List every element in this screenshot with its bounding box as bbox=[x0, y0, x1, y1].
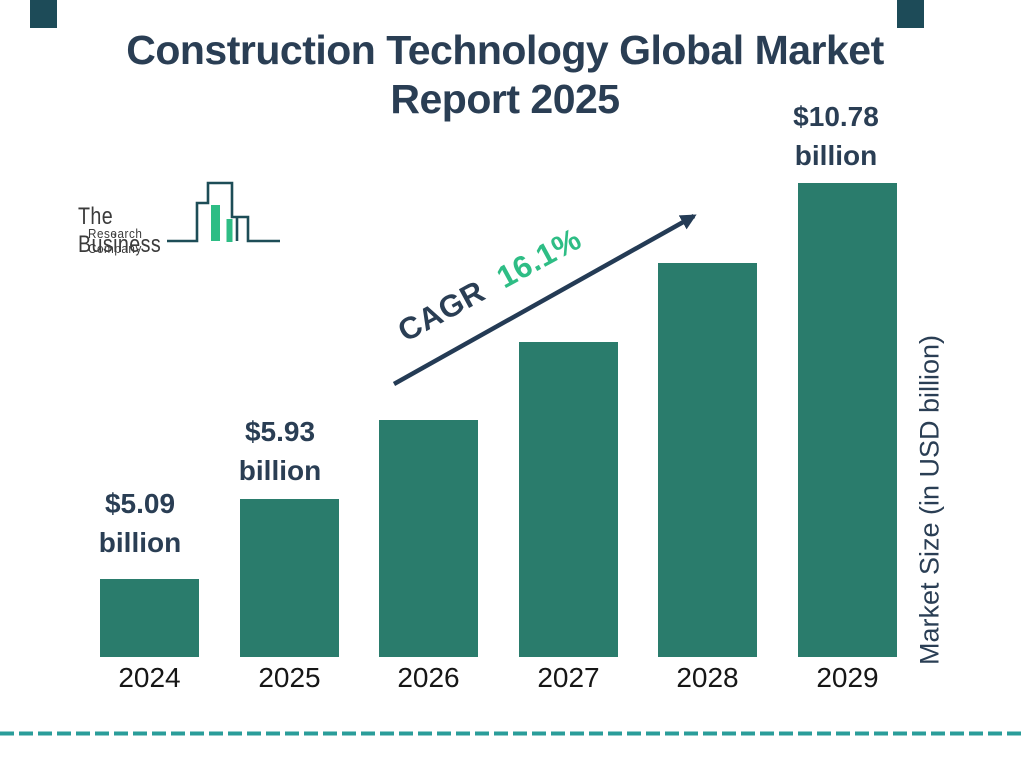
bar-2024 bbox=[100, 579, 199, 657]
logo-text-line2: Research Company bbox=[88, 226, 143, 256]
value-label-2025: $5.93 billion bbox=[195, 412, 365, 490]
value-amount-2025: $5.93 bbox=[244, 416, 316, 447]
x-tick-2025: 2025 bbox=[258, 662, 321, 693]
bar-2028 bbox=[658, 263, 757, 657]
y-axis-title: Market Size (in USD billion) bbox=[914, 334, 945, 666]
value-unit-2024: billion bbox=[98, 527, 182, 558]
bar-2025 bbox=[240, 499, 339, 657]
logo-text-line1: The Business bbox=[78, 203, 162, 258]
value-unit-2029: billion bbox=[794, 140, 878, 171]
x-tick-2027: 2027 bbox=[537, 662, 600, 693]
value-label-2029: $10.78 billion bbox=[751, 97, 921, 175]
x-tick-2029: 2029 bbox=[816, 662, 879, 693]
value-amount-2024: $5.09 bbox=[104, 488, 176, 519]
bottom-dashed-divider bbox=[0, 731, 1024, 736]
corner-mark-left bbox=[30, 0, 57, 28]
bar-2026 bbox=[379, 420, 478, 657]
growth-arrow-icon bbox=[392, 214, 697, 386]
x-tick-2024: 2024 bbox=[118, 662, 181, 693]
title-line-2: Report 2025 bbox=[390, 76, 620, 122]
corner-mark-right bbox=[897, 0, 924, 28]
bar-2027 bbox=[519, 342, 618, 657]
x-tick-2026: 2026 bbox=[397, 662, 460, 693]
page-title: Construction Technology Global Market Re… bbox=[0, 26, 1010, 124]
title-line-1: Construction Technology Global Market bbox=[126, 27, 884, 73]
value-unit-2025: billion bbox=[238, 455, 322, 486]
value-label-2024: $5.09 billion bbox=[55, 484, 225, 562]
logo-bar-chart-icon bbox=[167, 181, 280, 243]
value-amount-2029: $10.78 bbox=[793, 101, 879, 132]
bar-2029 bbox=[798, 183, 897, 657]
x-tick-2028: 2028 bbox=[676, 662, 739, 693]
